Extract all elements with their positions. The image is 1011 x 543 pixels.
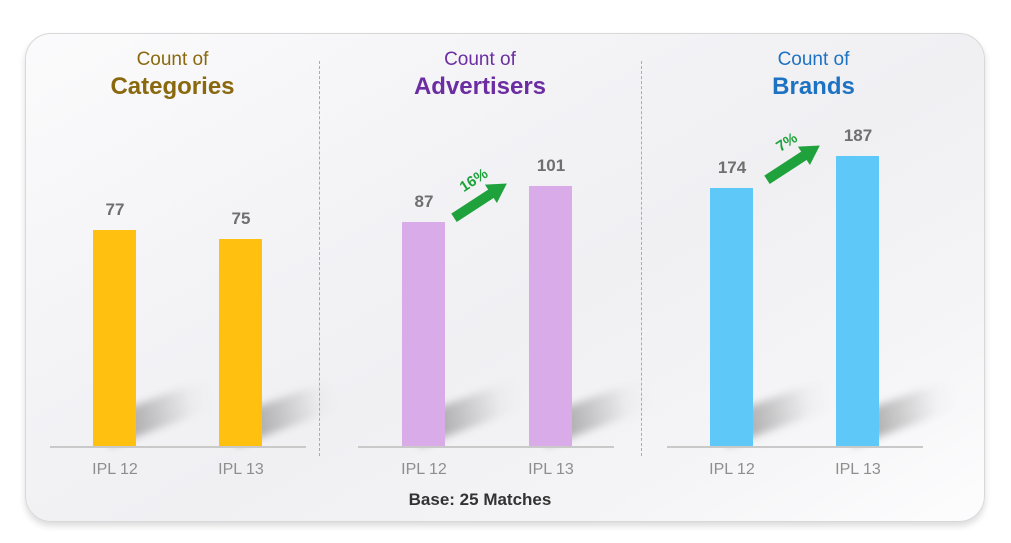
panel-title: Count of Brands	[641, 47, 984, 102]
title-brands: Brands	[772, 73, 855, 100]
title-count-of: Count of	[136, 49, 209, 70]
category-label: IPL 12	[709, 461, 755, 478]
title-categories: Categories	[110, 73, 235, 100]
bar-ipl12	[710, 188, 753, 446]
chart-card: Count of Categories 77 IPL 12 75 IPL 13 …	[25, 33, 985, 522]
value-label: 87	[414, 192, 434, 211]
bar-ipl13	[836, 156, 879, 446]
panel-brands: Count of Brands 174 IPL 12 187 IPL 13 7%	[641, 34, 984, 521]
base-note: Base: 25 Matches	[408, 490, 552, 509]
category-label: IPL 12	[92, 461, 138, 478]
panel-title: Count of Categories	[26, 47, 319, 102]
dashed-divider	[319, 61, 320, 456]
x-axis-line	[50, 446, 306, 448]
bar-ipl12	[402, 222, 445, 446]
dashed-divider	[641, 61, 642, 456]
category-label: IPL 13	[835, 461, 881, 478]
value-label: 174	[717, 158, 747, 177]
bar-ipl13	[529, 186, 572, 446]
value-label: 75	[231, 209, 251, 228]
panel-advertisers: Count of Advertisers 87 IPL 12 101 IPL 1…	[319, 34, 651, 521]
title-count-of: Count of	[777, 49, 850, 70]
panel-title: Count of Advertisers	[319, 47, 641, 102]
value-label: 187	[843, 126, 873, 145]
value-label: 77	[105, 200, 125, 219]
x-axis-line	[667, 446, 923, 448]
bar-ipl13	[219, 239, 262, 446]
category-label: IPL 12	[401, 461, 447, 478]
panel-categories: Count of Categories 77 IPL 12 75 IPL 13	[26, 34, 341, 521]
title-count-of: Count of	[444, 49, 516, 70]
title-advertisers: Advertisers	[413, 73, 547, 100]
category-label: IPL 13	[218, 461, 264, 478]
category-label: IPL 13	[528, 461, 574, 478]
value-label: 101	[536, 156, 566, 175]
bar-ipl12	[93, 230, 136, 446]
x-axis-line	[358, 446, 614, 448]
